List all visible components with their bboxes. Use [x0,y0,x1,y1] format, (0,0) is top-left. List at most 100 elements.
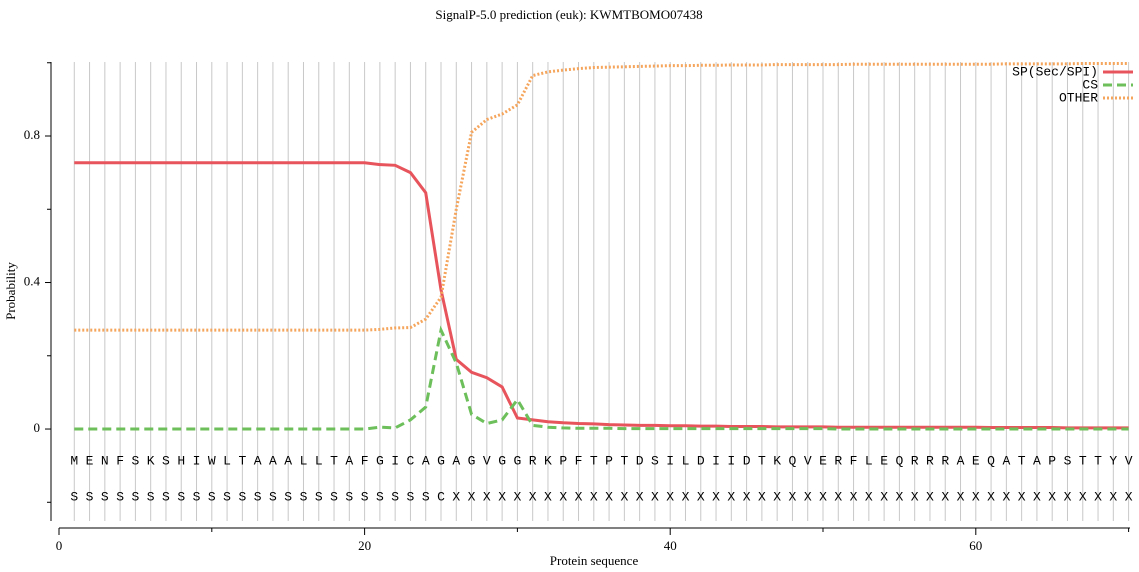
residue: D [636,453,644,468]
residue: E [819,453,827,468]
residue: I [193,453,201,468]
y-tick-label: 0.8 [24,127,40,142]
residue-label: S [407,489,415,504]
residue: R [834,453,842,468]
residue: E [86,453,94,468]
residue-label: S [422,489,430,504]
series-line [74,161,1129,430]
residue-label: X [620,489,628,504]
residue-label: S [147,489,155,504]
residue-label: X [865,489,873,504]
residue-label: X [1079,489,1087,504]
residue-label: X [1125,489,1133,504]
residue-label: X [773,489,781,504]
residue: T [1018,453,1026,468]
residue: A [269,453,277,468]
residue: R [911,453,919,468]
residue: V [1125,453,1133,468]
residue-label: X [498,489,506,504]
residue-label: S [315,489,323,504]
residue: P [1048,453,1056,468]
residue-label: X [957,489,965,504]
residue-label: X [483,489,491,504]
residue-label: X [605,489,613,504]
residue-label: X [1033,489,1041,504]
residue: K [147,453,155,468]
residue-label: S [376,489,384,504]
residue-label: S [223,489,231,504]
residue: L [865,453,873,468]
residue-label: X [452,489,460,504]
residue: T [1079,453,1087,468]
legend-label: OTHER [1059,90,1098,105]
residue: F [575,453,583,468]
residue: S [131,453,139,468]
residue-label: X [1109,489,1117,504]
residue-label: X [651,489,659,504]
residue: I [727,453,735,468]
residue: Q [987,453,995,468]
residue-label: C [437,489,445,504]
residue-label: X [743,489,751,504]
residue: A [284,453,292,468]
residue: E [972,453,980,468]
chart-title: SignalP-5.0 prediction (euk): KWMTBOMO07… [435,7,702,22]
residue: A [345,453,353,468]
residue: G [498,453,506,468]
residue: R [926,453,934,468]
residue-label: X [544,489,552,504]
residue-label: S [208,489,216,504]
residue-label: X [1048,489,1056,504]
residue-label: X [559,489,567,504]
residue-label: X [758,489,766,504]
residue: P [605,453,613,468]
series-line [74,325,1129,431]
residue-label: S [254,489,262,504]
residue: G [468,453,476,468]
residue: A [452,453,460,468]
residue-label: X [941,489,949,504]
residue: L [300,453,308,468]
residue: Q [789,453,797,468]
residue-label: S [238,489,246,504]
residue: L [223,453,231,468]
residue-label: S [345,489,353,504]
series-line [74,61,1129,332]
residue-label: S [193,489,201,504]
residue-label: S [300,489,308,504]
y-tick-label: 0 [34,420,41,435]
residue-label: S [101,489,109,504]
residue: A [422,453,430,468]
residue: K [773,453,781,468]
residue-label: X [529,489,537,504]
x-tick-label: 0 [56,538,63,553]
residue: F [850,453,858,468]
y-tick-label: 0.4 [24,274,41,289]
residue-label: S [162,489,170,504]
residue: R [529,453,537,468]
residue: A [254,453,262,468]
x-tick-label: 60 [969,538,982,553]
residue-label: S [177,489,185,504]
residue-label: X [804,489,812,504]
residue: T [238,453,246,468]
residue: S [1064,453,1072,468]
residue: N [101,453,109,468]
residue: G [376,453,384,468]
residue-label: X [727,489,735,504]
residue-label: X [987,489,995,504]
residue-label: X [697,489,705,504]
residue: I [712,453,720,468]
residue-label: X [666,489,674,504]
residue: M [70,453,78,468]
residue-label: S [391,489,399,504]
residue: G [437,453,445,468]
y-axis-label: Probability [3,262,18,320]
residue: P [559,453,567,468]
residue: L [682,453,690,468]
residue-label: S [116,489,124,504]
residue-label: X [789,489,797,504]
residue: A [1033,453,1041,468]
